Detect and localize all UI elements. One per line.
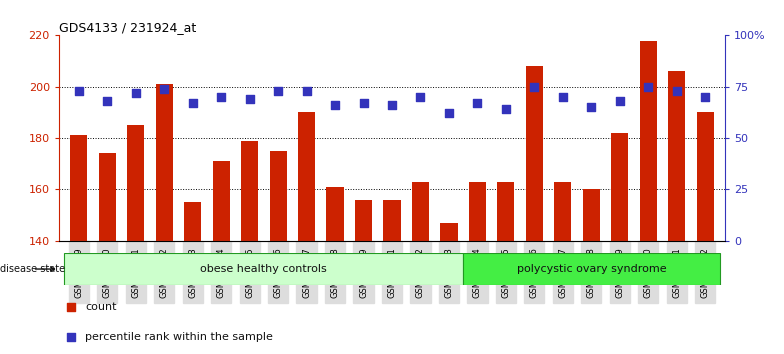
Point [614,98,626,104]
Point [272,88,285,94]
Point [101,98,114,104]
Point [129,90,142,96]
Point [642,84,655,90]
Bar [298,113,315,354]
Bar [583,189,600,354]
Text: percentile rank within the sample: percentile rank within the sample [85,332,274,342]
Bar [127,125,144,354]
Bar [156,84,172,354]
Point [499,107,512,112]
Bar [441,223,458,354]
Text: disease state: disease state [0,264,65,274]
Point [358,100,370,106]
Point [528,84,541,90]
Bar [497,182,514,354]
Point [64,335,77,340]
Point [187,100,199,106]
Bar [99,154,116,354]
Bar [355,200,372,354]
Point [300,88,313,94]
Bar [463,253,720,285]
Text: count: count [85,302,117,312]
Point [386,102,398,108]
Bar [212,161,230,354]
Point [64,304,77,310]
Text: obese healthy controls: obese healthy controls [201,264,327,274]
Bar [241,141,258,354]
Point [585,104,597,110]
Point [670,88,683,94]
Point [699,94,712,100]
Point [158,86,170,92]
Bar [184,202,201,354]
Point [215,94,227,100]
Bar [64,253,463,285]
Point [443,110,456,116]
Point [72,88,85,94]
Bar [383,200,401,354]
Bar [326,187,343,354]
Bar [640,41,657,354]
Text: GDS4133 / 231924_at: GDS4133 / 231924_at [59,21,196,34]
Point [243,96,256,102]
Point [471,100,484,106]
Bar [697,113,713,354]
Bar [71,136,87,354]
Bar [270,151,287,354]
Bar [554,182,572,354]
Bar [668,72,685,354]
Point [414,94,426,100]
Bar [526,66,543,354]
Bar [612,133,628,354]
Point [328,102,341,108]
Text: polycystic ovary syndrome: polycystic ovary syndrome [517,264,666,274]
Bar [469,182,486,354]
Point [557,94,569,100]
Bar [412,182,429,354]
